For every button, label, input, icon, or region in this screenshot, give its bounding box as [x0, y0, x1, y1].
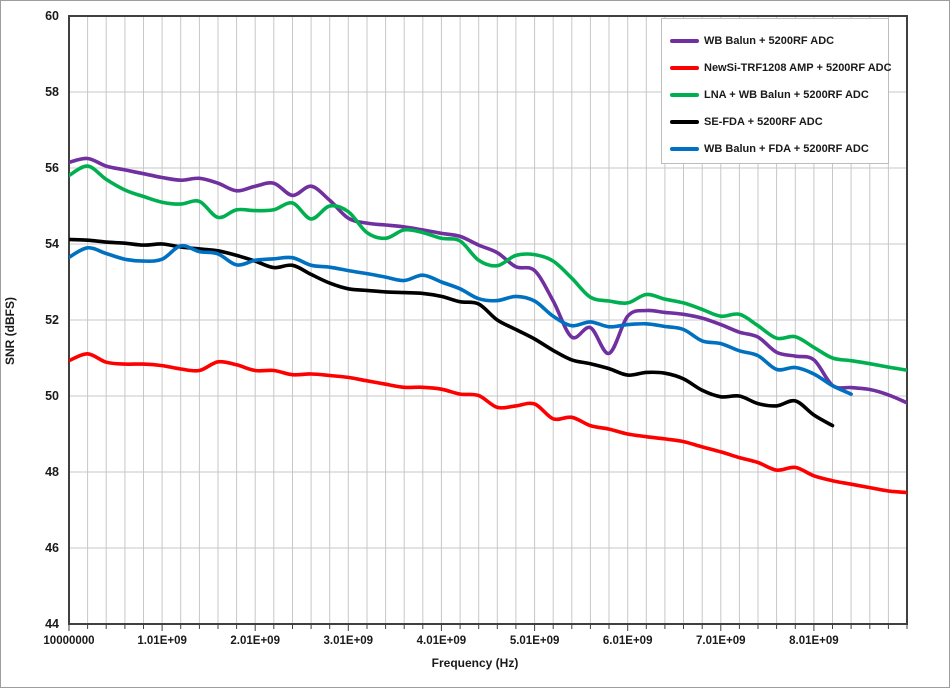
- y-tick-label: 56: [45, 161, 59, 175]
- legend-label-1: NewSi-TRF1208 AMP + 5200RF ADC: [704, 62, 892, 74]
- y-tick-label: 58: [45, 85, 59, 99]
- legend-label-0: WB Balun + 5200RF ADC: [704, 35, 835, 47]
- y-tick-label: 52: [45, 313, 59, 327]
- series-line-3: [69, 237, 835, 428]
- x-tick-label: 7.01E+09: [696, 635, 746, 647]
- legend-item-4: WB Balun + FDA + 5200RF ADC: [670, 143, 884, 155]
- legend-label-4: WB Balun + FDA + 5200RF ADC: [704, 143, 869, 155]
- legend-swatch-3: [670, 120, 699, 124]
- legend-swatch-2: [670, 93, 699, 97]
- legend-swatch-4: [670, 147, 699, 151]
- legend-item-2: LNA + WB Balun + 5200RF ADC: [670, 89, 884, 101]
- legend: WB Balun + 5200RF ADC NewSi-TRF1208 AMP +…: [661, 18, 892, 164]
- legend-swatch-0: [670, 39, 699, 43]
- x-tick-label: 5.01E+09: [510, 635, 560, 647]
- legend-item-3: SE-FDA + 5200RF ADC: [670, 116, 884, 128]
- x-tick-label: 2.01E+09: [230, 635, 280, 647]
- series-line-1: [69, 352, 907, 495]
- y-tick-label: 46: [45, 541, 59, 555]
- x-tick-label: 4.01E+09: [417, 635, 467, 647]
- x-tick-label: 8.01E+09: [789, 635, 839, 647]
- x-tick-label: 6.01E+09: [603, 635, 653, 647]
- y-tick-label: 44: [45, 617, 59, 631]
- y-tick-label: 60: [45, 9, 59, 23]
- series-line-4: [69, 243, 853, 396]
- legend-label-2: LNA + WB Balun + 5200RF ADC: [704, 89, 869, 101]
- y-tick-label: 54: [45, 237, 59, 251]
- legend-swatch-1: [670, 66, 699, 70]
- x-tick-label: 1.01E+09: [137, 635, 187, 647]
- legend-item-1: NewSi-TRF1208 AMP + 5200RF ADC: [670, 62, 892, 74]
- series-line-0: [69, 156, 907, 405]
- x-tick-label: 10000000: [43, 635, 94, 647]
- x-tick-label: 3.01E+09: [324, 635, 374, 647]
- x-axis-title: Frequency (Hz): [431, 656, 519, 670]
- legend-label-3: SE-FDA + 5200RF ADC: [704, 116, 823, 128]
- y-tick-label: 48: [45, 465, 59, 479]
- y-axis-title: SNR (dBFS): [3, 297, 17, 365]
- y-tick-label: 50: [45, 389, 59, 403]
- series-line-2: [69, 164, 907, 372]
- plot-border: [68, 15, 908, 625]
- legend-item-0: WB Balun + 5200RF ADC: [670, 35, 884, 47]
